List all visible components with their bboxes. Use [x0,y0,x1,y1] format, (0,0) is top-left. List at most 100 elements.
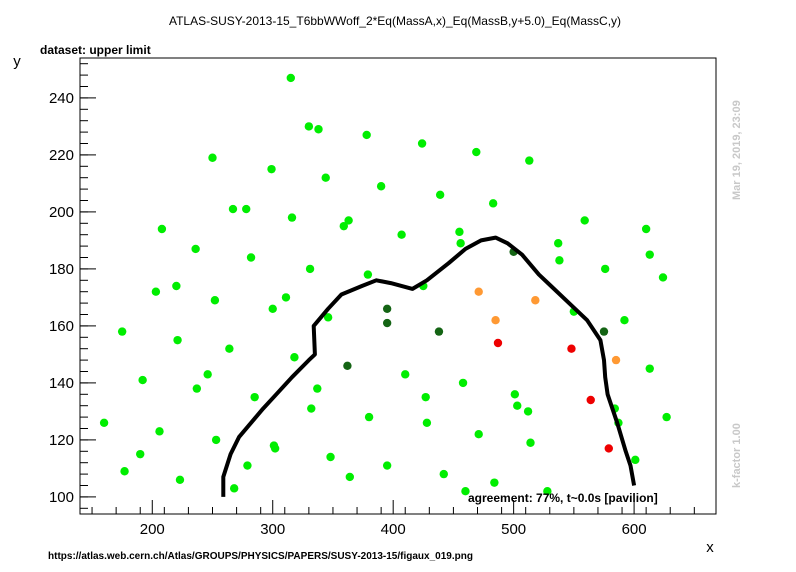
scatter-point [611,355,621,365]
x-tick-label: 600 [622,521,647,538]
y-tick-label: 200 [49,204,74,221]
scatter-point [270,444,280,453]
scatter-point [138,375,147,385]
scatter-point [422,418,432,427]
scatter-point [641,224,651,234]
scatter-point [382,318,392,328]
scatter-point [439,469,448,479]
y-tick-label: 100 [49,489,74,506]
scatter-point [543,487,552,496]
x-axis-label: x [706,539,714,556]
scatter-point [326,452,335,462]
scatter-point [600,264,610,274]
scatter-point [599,327,609,336]
scatter-point [242,204,251,214]
scatter-point [208,153,217,162]
scatter-point [203,370,212,379]
scatter-point [339,221,348,231]
scatter-point [580,216,589,225]
y-tick-label: 220 [49,147,74,164]
x-tick-label: 500 [501,521,526,538]
y-tick-label: 240 [49,90,74,107]
scatter-point [99,418,109,427]
scatter-point [382,304,392,313]
y-tick-label: 140 [49,375,74,392]
y-tick-label: 180 [49,261,74,278]
scatter-point [662,412,671,422]
scatter-point [631,455,640,465]
scatter-point [474,287,483,296]
exclusion-curve [221,235,637,497]
scatter-point [344,216,353,225]
scatter-point [290,353,299,362]
scatter-point [620,316,629,325]
x-tick-label: 300 [260,521,285,538]
scatter-point [523,407,533,416]
scatter-point [286,73,295,83]
plot-frame [79,57,717,515]
x-tick-label: 200 [140,521,165,538]
scatter-point [225,344,234,353]
scatter-point [287,213,297,222]
source-url: https://atlas.web.cern.ch/Atlas/GROUPS/P… [48,551,473,562]
scatter-point [461,487,470,496]
scatter-point [345,472,355,482]
scatter-point [307,404,316,413]
scatter-point [228,204,238,214]
scatter-point [268,304,277,313]
scatter-point [401,370,410,379]
scatter-point [192,384,202,393]
scatter-point [397,230,406,239]
y-tick-label: 120 [49,432,74,449]
scatter-point [555,256,564,265]
scatter-point [305,264,315,274]
y-tick-label: 160 [49,318,74,335]
scatter-point [531,296,540,305]
scatter-point [458,378,468,388]
scatter-point [250,392,259,402]
agreement-label: agreement: 77%, t~0.0s [pavilion] [468,491,658,505]
scatter-point [229,484,239,493]
scatter-point [455,227,464,237]
scatter-point [343,361,352,370]
y-axis-label: y [13,53,21,70]
scatter-point [191,244,200,254]
scatter-point [362,130,371,140]
scatter-point [525,156,534,165]
scatter-point [382,461,392,470]
scatter-point [474,430,483,439]
scatter-point [513,401,522,410]
scatter-point [586,395,595,405]
scatter-point [210,296,220,305]
scatter-point [267,164,276,174]
scatter-point [151,287,161,296]
chart-title: ATLAS-SUSY-2013-15_T6bbWWoff_2*Eq(MassA,… [169,14,621,28]
scatter-point [567,344,576,353]
scatter-point [243,461,252,470]
scatter-point [435,190,445,199]
scatter-point [211,435,221,445]
scatter-point [120,467,129,476]
scatter-point [526,438,535,447]
scatter-point [645,364,654,373]
scatter-point [490,478,499,487]
scatter-point [173,335,182,345]
scatter-point [472,147,481,157]
scatter-point [117,327,127,336]
scatter-point [488,199,498,208]
scatter-point [157,224,167,234]
scatter-point [554,239,563,248]
scatter-point [434,327,444,336]
scatter-point [136,449,145,459]
scatter-point [155,427,164,436]
axis-ticks: 200 300 400 500 600 100 120 140 160 180 200 220 240 [49,63,695,538]
scatter-point [313,384,322,393]
scatter-point [456,239,465,248]
scatter-point [491,316,500,325]
scatter-point [604,444,613,453]
side-k-factor: k-factor 1.00 [731,423,743,488]
dataset-subtitle: dataset: upper limit [40,43,151,57]
scatter-point [314,125,323,134]
scatter-point [246,253,256,262]
